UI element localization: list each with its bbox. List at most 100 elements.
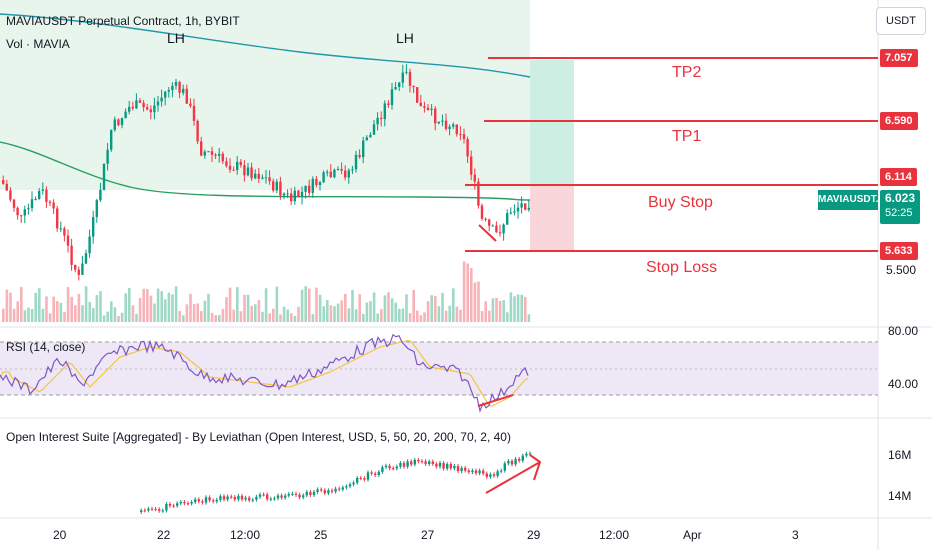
oi-candle-body [312, 491, 316, 495]
candle-body [203, 151, 206, 156]
volume-bar [182, 315, 185, 322]
oi-candle-body [183, 501, 186, 504]
tp1-label: TP1 [672, 128, 702, 145]
volume-bar [66, 286, 70, 322]
oi-candle-body [280, 495, 283, 498]
volume-bar [171, 294, 174, 322]
candle-body [459, 134, 462, 136]
volume-bar [318, 294, 322, 322]
oi-candle-body [352, 482, 355, 485]
volume-bar [304, 286, 307, 322]
volume-bar [466, 263, 469, 322]
volume-bar [286, 309, 289, 322]
volume-bar [207, 293, 210, 322]
oi-candle-body [158, 509, 161, 511]
candle-body [124, 111, 127, 119]
oi-candle-body [208, 497, 211, 501]
candle-body [376, 117, 379, 125]
oi-candle-body [143, 510, 146, 512]
volume-bar [390, 298, 394, 322]
volume-bar [88, 301, 91, 322]
volume-bar [333, 306, 336, 322]
candle-body [174, 81, 178, 86]
volume-bar [203, 300, 207, 322]
oi-candle-body [474, 470, 478, 474]
volume-bar [149, 295, 153, 322]
candle-body [30, 199, 34, 209]
volume-bar [102, 315, 106, 322]
volume-bar [340, 300, 343, 322]
candle-body [383, 103, 386, 120]
volume-bar [52, 296, 55, 322]
candle-body [95, 200, 98, 218]
oi-candle-body [154, 508, 157, 510]
volume-bar [117, 315, 120, 322]
oi-candle-body [384, 465, 388, 468]
volume-bar [164, 299, 167, 322]
oi-candle-body [233, 497, 236, 500]
volume-bar [146, 289, 149, 322]
candle-body [419, 102, 422, 107]
candle-body [412, 85, 415, 88]
candle-body [365, 137, 368, 141]
oi-candle-body [521, 455, 524, 461]
oi-candle-body [316, 489, 319, 492]
volume-bar [502, 300, 505, 322]
oi-candle-body [399, 463, 402, 467]
oi-candle-body [287, 493, 290, 496]
volume-bar [23, 310, 27, 322]
candle-body [495, 225, 498, 233]
candle-body [117, 119, 120, 126]
candle-body [153, 105, 156, 113]
volume-bar [434, 296, 437, 322]
oi-candle-body [255, 496, 258, 500]
currency-button[interactable]: USDT [876, 7, 926, 35]
oi-candle-body [485, 473, 488, 477]
oi-candle-body [215, 499, 218, 502]
volume-bar [239, 311, 243, 322]
candle-body [347, 170, 350, 178]
candle-body [268, 177, 271, 182]
volume-bar [524, 296, 527, 322]
oi-candle-body [179, 501, 182, 504]
candle-body [480, 205, 484, 219]
candle-body [308, 185, 311, 193]
volume-bar [336, 303, 340, 322]
candle-body [84, 253, 88, 264]
candle-body [135, 100, 138, 109]
oi-tick-16m: 16M [888, 448, 912, 462]
volume-bar [430, 295, 433, 322]
candle-body [178, 81, 181, 93]
candle-body [232, 169, 235, 171]
candle-body [142, 102, 145, 108]
oi-candle-body [204, 497, 208, 503]
oi-candle-body [161, 510, 164, 512]
volume-bar [124, 293, 127, 322]
oi-candle-body [197, 499, 200, 502]
oi-candle-body [514, 458, 517, 465]
candle-body [146, 107, 149, 110]
candle-body [63, 228, 66, 236]
volume-bar [38, 288, 41, 322]
candle-body [488, 219, 491, 226]
volume-bar [344, 293, 347, 322]
candle-body [358, 154, 361, 158]
candle-body [434, 108, 437, 124]
volume-bar [282, 306, 286, 322]
oi-candle-body [298, 494, 301, 498]
volume-bar [383, 295, 387, 322]
candle-body [131, 106, 134, 109]
candle-body [9, 190, 12, 200]
volume-bar [347, 308, 351, 322]
time-tick: 29 [527, 528, 541, 542]
volume-bar [362, 313, 365, 322]
oi-candle-body [460, 467, 463, 472]
volume-bar [84, 286, 88, 322]
candle-body [41, 189, 44, 191]
time-tick: 12:00 [599, 528, 630, 542]
volume-bar [498, 300, 502, 322]
candle-body [470, 156, 473, 175]
oi-candle-body [165, 504, 168, 511]
